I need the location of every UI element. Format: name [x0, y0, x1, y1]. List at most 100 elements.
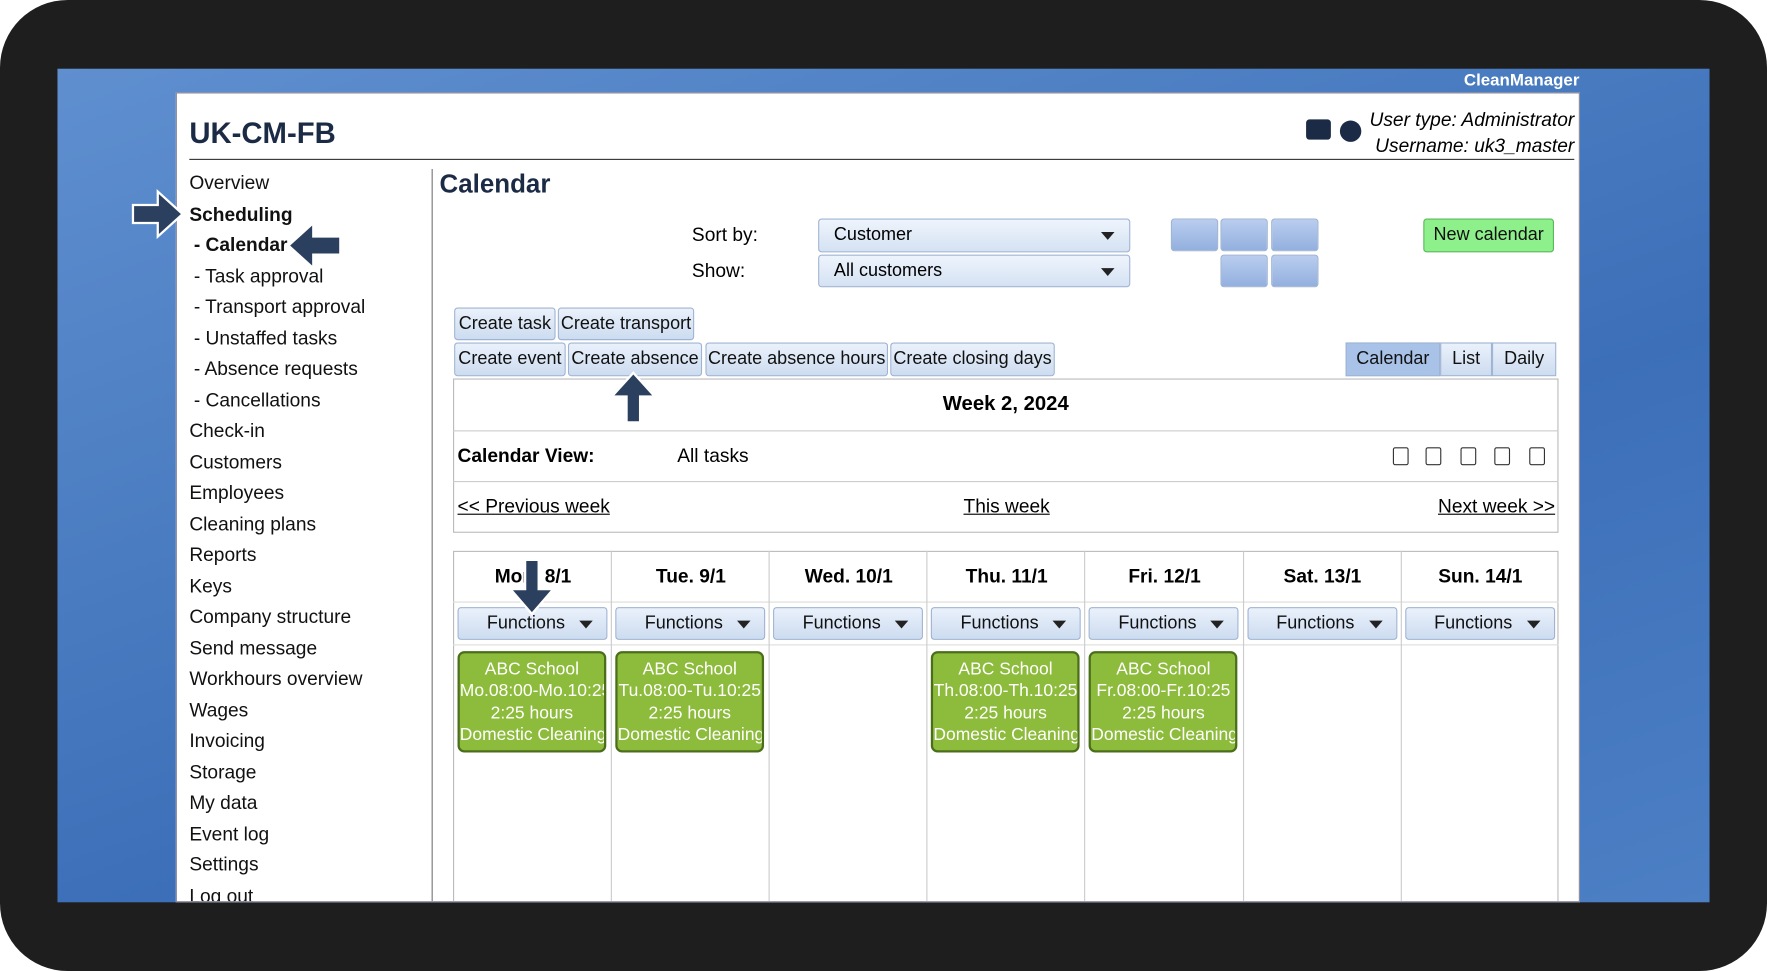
- row-divider: [453, 644, 1559, 646]
- nav-item[interactable]: - Unstaffed tasks: [193, 327, 338, 349]
- calendar-view-value: All tasks: [677, 444, 749, 467]
- this-week-link[interactable]: This week: [963, 495, 1050, 518]
- create-button[interactable]: Create closing days: [890, 342, 1055, 377]
- task-time: Tu.08:00-Tu.10:25: [618, 681, 761, 701]
- task-customer: ABC School: [1116, 660, 1211, 680]
- functions-button[interactable]: Functions: [1246, 607, 1397, 640]
- view-tab[interactable]: List: [1440, 342, 1493, 377]
- filter-icon-button[interactable]: [1220, 218, 1268, 252]
- nav-item[interactable]: Storage: [189, 760, 257, 783]
- functions-label: Functions: [486, 613, 566, 633]
- column-divider: [1084, 550, 1086, 902]
- create-button[interactable]: Create absence: [567, 342, 703, 377]
- task-service: Domestic Cleaning: [459, 725, 607, 745]
- view-tab[interactable]: Calendar: [1345, 342, 1441, 377]
- functions-button[interactable]: Functions: [1404, 607, 1555, 640]
- nav-item[interactable]: Invoicing: [189, 729, 265, 752]
- task-hours: 2:25 hours: [964, 703, 1047, 723]
- view-tab[interactable]: Daily: [1492, 342, 1557, 377]
- app-title: UK-CM-FB: [189, 116, 336, 150]
- print-icon[interactable]: [1306, 119, 1331, 140]
- nav-item[interactable]: Customers: [189, 451, 282, 473]
- nav-item[interactable]: Cleaning plans: [189, 513, 317, 535]
- help-icon[interactable]: [1339, 120, 1362, 142]
- day-header: Tue. 9/1: [655, 565, 726, 587]
- arrow: [609, 371, 658, 424]
- nav-item[interactable]: Company structure: [189, 606, 352, 628]
- nav-item[interactable]: My data: [189, 791, 258, 814]
- dropdown-arrow: [1052, 620, 1067, 629]
- header-rule: [189, 158, 1575, 160]
- task-card[interactable]: ABC School Mo.08:00-Mo.10:25 2:25 hours Dom…: [457, 651, 607, 753]
- sort-label: Sort by:: [691, 224, 758, 246]
- calendar-view-label: Calendar View:: [457, 444, 595, 467]
- nav-item[interactable]: - Calendar: [193, 234, 288, 256]
- nav-item[interactable]: Reports: [189, 544, 257, 566]
- task-service: Domestic Cleaning: [1091, 725, 1238, 745]
- functions-button[interactable]: Functions: [931, 607, 1082, 640]
- task-service: Domestic Cleaning: [933, 725, 1080, 745]
- column-divider: [768, 550, 770, 902]
- task-card[interactable]: ABC School Tu.08:00-Tu.10:25 2:25 hours Dom…: [615, 651, 765, 753]
- nav-item[interactable]: Send message: [189, 637, 318, 659]
- new-calendar-button[interactable]: New calendar: [1423, 218, 1555, 253]
- filter-icon-button[interactable]: [1271, 218, 1319, 252]
- sort-select[interactable]: Customer: [818, 218, 1131, 253]
- nav-item[interactable]: - Cancellations: [193, 389, 321, 411]
- nav-item[interactable]: Keys: [189, 575, 232, 597]
- nav-item[interactable]: Settings: [189, 853, 259, 876]
- nav-item[interactable]: Event log: [189, 822, 270, 845]
- arrow: [286, 220, 342, 271]
- filter-icon-button[interactable]: [1271, 254, 1319, 288]
- nav-item[interactable]: Overview: [189, 172, 270, 194]
- nav-item[interactable]: Check-in: [189, 420, 265, 442]
- filter-icon-button[interactable]: [1220, 254, 1268, 288]
- column-divider: [610, 550, 613, 902]
- nav-item[interactable]: Workhours overview: [189, 667, 363, 690]
- create-button[interactable]: Create event: [454, 342, 566, 377]
- row-divider: [453, 480, 1559, 483]
- column-divider: [926, 550, 928, 902]
- next-week-link[interactable]: Next week >>: [1437, 495, 1556, 518]
- dropdown-arrow: [894, 620, 909, 629]
- day-header: Wed. 10/1: [804, 565, 893, 587]
- task-card[interactable]: ABC School Fr.08:00-Fr.10:25 2:25 hours Dom…: [1089, 651, 1238, 753]
- dropdown-arrow: [1526, 620, 1541, 629]
- filter-icon-button[interactable]: [1170, 218, 1219, 252]
- row-divider: [453, 601, 1559, 603]
- nav-item[interactable]: Log out: [189, 884, 254, 903]
- create-button[interactable]: Create transport: [557, 307, 695, 341]
- dropdown-arrow: [1210, 620, 1225, 629]
- create-button[interactable]: Create absence hours: [705, 342, 889, 377]
- previous-week-link[interactable]: << Previous week: [457, 495, 610, 518]
- task-customer: ABC School: [642, 660, 737, 680]
- show-select[interactable]: All customers: [818, 254, 1131, 288]
- functions-label: Functions: [644, 613, 723, 633]
- calendar-grid: [453, 550, 1559, 902]
- column-divider: [1242, 550, 1244, 902]
- dropdown-arrow: [1368, 620, 1383, 629]
- create-button[interactable]: Create task: [454, 307, 556, 341]
- dropdown-arrow: [1100, 232, 1115, 240]
- week-title: Week 2, 2024: [942, 392, 1069, 415]
- functions-button[interactable]: Functions: [1089, 607, 1239, 640]
- arrow: [508, 558, 556, 616]
- view-icon: [1460, 447, 1477, 466]
- nav-item[interactable]: Employees: [189, 482, 285, 504]
- functions-label: Functions: [1118, 613, 1197, 633]
- nav-item[interactable]: - Absence requests: [193, 358, 358, 380]
- view-icon: [1425, 447, 1442, 466]
- functions-button[interactable]: Functions: [773, 607, 924, 640]
- nav-item[interactable]: - Transport approval: [193, 296, 366, 318]
- task-service: Domestic Cleaning: [617, 725, 765, 745]
- nav-item[interactable]: Scheduling: [189, 203, 293, 225]
- nav-item[interactable]: Wages: [189, 698, 249, 721]
- task-customer: ABC School: [958, 660, 1053, 680]
- nav-item[interactable]: - Task approval: [193, 265, 324, 287]
- task-card[interactable]: ABC School Th.08:00-Th.10:25 2:25 hours Dom…: [931, 651, 1080, 753]
- functions-label: Functions: [802, 613, 881, 633]
- functions-button[interactable]: Functions: [615, 607, 766, 640]
- column-divider: [1400, 550, 1402, 902]
